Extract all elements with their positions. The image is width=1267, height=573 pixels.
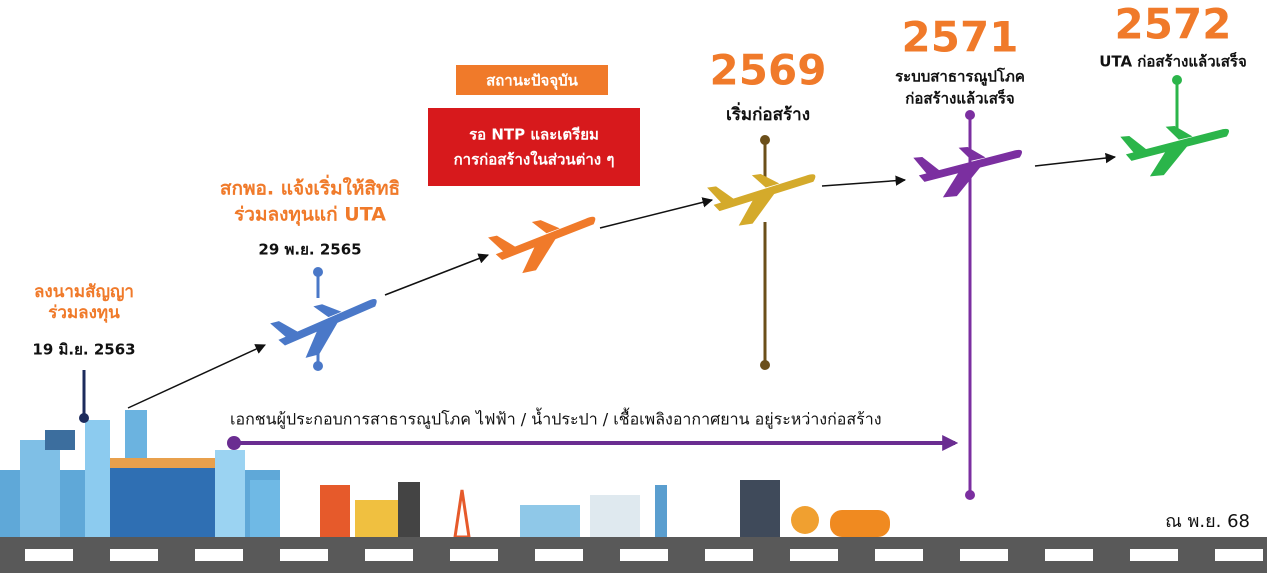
- milestone-title: UTA ก่อสร้างแล้วเสร็จ: [1099, 52, 1247, 71]
- milestone-year: 2572: [1115, 0, 1232, 49]
- scenery: [0, 410, 890, 537]
- status-text: การก่อสร้างในส่วนต่าง ๆ: [454, 151, 615, 169]
- timeline: ลงนามสัญญา ร่วมลงทุน 19 มิ.ย. 2563 สกพอ.…: [0, 0, 1267, 573]
- plane: [269, 291, 386, 364]
- milestone-title: ลงนามสัญญา: [34, 282, 134, 302]
- plane: [706, 167, 820, 230]
- status-box: [428, 108, 640, 186]
- milestone-year: 2571: [902, 13, 1019, 62]
- status-text: รอ NTP และเตรียม: [469, 126, 599, 144]
- plane: [487, 209, 603, 279]
- milestone-title: เริ่มก่อสร้าง: [726, 102, 810, 125]
- plane: [1120, 121, 1233, 178]
- utilities-note: เอกชนผู้ประกอบการสาธารณูปโภค ไฟฟ้า / น้ำ…: [230, 408, 882, 430]
- milestone-date: 19 มิ.ย. 2563: [32, 341, 135, 359]
- milestone-title: ร่วมลงทุน: [48, 303, 120, 323]
- status-badge-text: สถานะปัจจุบัน: [486, 72, 579, 91]
- road: [0, 537, 1267, 573]
- milestone-year: 2569: [710, 46, 827, 95]
- milestone-title: สกพอ. แจ้งเริ่มให้สิทธิ: [220, 175, 400, 200]
- milestone-title: ร่วมลงทุนแก่ UTA: [234, 204, 386, 227]
- milestone-title: ระบบสาธารณูปโภค: [895, 67, 1025, 87]
- as-of: ณ พ.ย. 68: [1165, 511, 1250, 532]
- milestone-title: ก่อสร้างแล้วเสร็จ: [905, 89, 1014, 108]
- milestone-date: 29 พ.ย. 2565: [258, 241, 361, 259]
